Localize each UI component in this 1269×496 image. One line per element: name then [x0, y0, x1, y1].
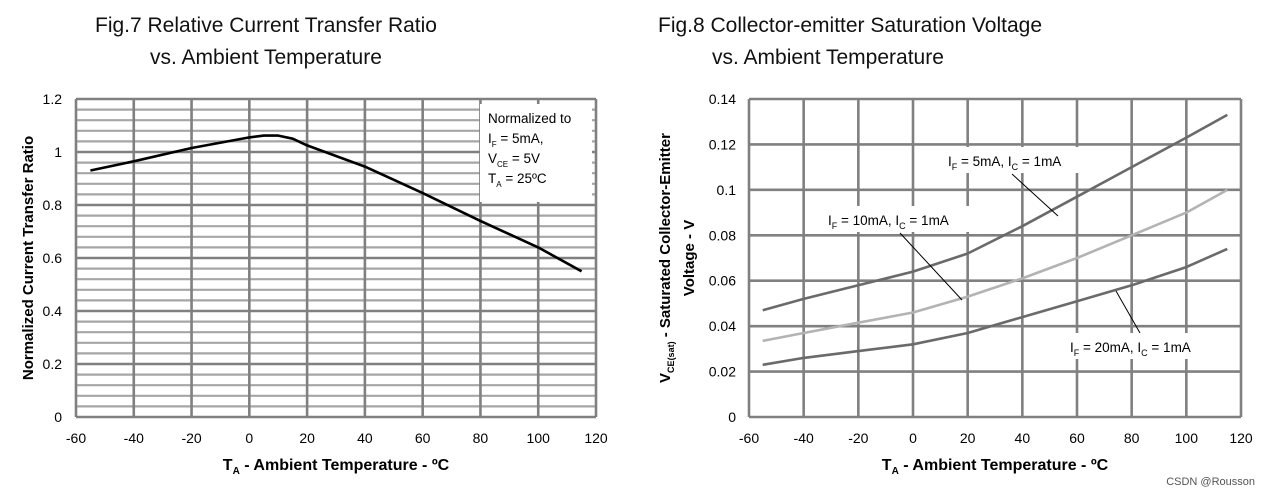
fig8-y-tick-label: 0.04 — [709, 318, 736, 334]
fig8-series-label-0: IF = 5mA, IC = 1mA — [948, 154, 1061, 172]
fig7-y-tick-label: 0.4 — [43, 303, 63, 319]
fig7-y-tick-label: 0 — [54, 409, 62, 425]
fig8-x-tick-label: -40 — [794, 430, 814, 446]
fig7-x-tick-label: 60 — [415, 430, 431, 446]
fig8-x-tick-label: 60 — [1069, 430, 1085, 446]
fig8-series-line-1 — [762, 188, 1228, 343]
fig7-x-tick-label: 100 — [527, 430, 551, 446]
fig8-annotation-leader-1 — [899, 232, 963, 301]
fig8-series-line-0 — [762, 113, 1228, 312]
fig8-y-tick-label: 0 — [728, 409, 736, 425]
fig7-ctr-line — [90, 134, 583, 273]
fig7-legend-text: IF = 5mA, — [488, 131, 544, 149]
fig8-series-label-2: IF = 20mA, IC = 1mA — [1070, 340, 1191, 358]
fig7-x-tick-label: 40 — [357, 430, 373, 446]
fig8-y-tick-label: 0.08 — [709, 227, 736, 243]
fig8-subtitle: vs. Ambient Temperature — [712, 46, 944, 69]
fig7-x-tick-label: 20 — [299, 430, 315, 446]
fig8-annotation-box-2 — [1062, 333, 1222, 359]
fig8-series-label-1: IF = 10mA, IC = 1mA — [828, 213, 949, 231]
fig7-title: Fig.7 Relative Current Transfer Ratio — [95, 14, 437, 37]
fig7-y-tick-label: 0.8 — [43, 197, 63, 213]
fig8-y-tick-label: 0.1 — [717, 182, 737, 198]
fig7-x-axis-label: TA - Ambient Temperature - ºC — [223, 457, 450, 477]
fig8-x-tick-label: -60 — [739, 430, 759, 446]
fig7-legend-box — [480, 104, 592, 202]
fig8-annotation-leader-2 — [1115, 290, 1141, 334]
fig7-subtitle: vs. Ambient Temperature — [150, 46, 382, 69]
fig8-y-axis-label: VCE(sat) - Saturated Collector-Emitter — [657, 133, 676, 383]
fig8-annotation-box-1 — [820, 206, 980, 232]
fig7-legend-text: VCE = 5V — [488, 151, 540, 169]
fig7-y-tick-label: 0.6 — [43, 250, 63, 266]
fig8-y-tick-label: 0.14 — [709, 91, 736, 107]
fig7-x-tick-label: 120 — [584, 430, 608, 446]
fig8-x-tick-label: 80 — [1124, 430, 1140, 446]
fig7-x-tick-label: -20 — [181, 430, 201, 446]
fig8-annotation-box-0 — [940, 147, 1092, 173]
fig8-x-axis-label: TA - Ambient Temperature - ºC — [882, 457, 1109, 477]
fig7-y-tick-label: 1 — [54, 144, 62, 160]
fig7-x-tick-label: -60 — [66, 430, 86, 446]
fig8-x-tick-label: 120 — [1229, 430, 1253, 446]
fig7-y-tick-label: 0.2 — [43, 356, 63, 372]
watermark: CSDN @Rousson — [1166, 476, 1255, 488]
fig8-x-tick-label: -20 — [848, 430, 868, 446]
fig7-y-tick-label: 1.2 — [43, 91, 63, 107]
fig8-x-tick-label: 0 — [909, 430, 917, 446]
fig8-x-tick-label: 40 — [1015, 430, 1031, 446]
fig8-y-axis-label-line2: Voltage - V — [681, 220, 698, 296]
fig8-annotation-leader-0 — [1011, 173, 1059, 217]
fig7-x-tick-label: 80 — [473, 430, 489, 446]
fig7-legend-text: TA = 25ºC — [488, 171, 547, 189]
fig8-y-tick-label: 0.12 — [709, 136, 736, 152]
fig8-y-tick-label: 0.02 — [709, 364, 736, 380]
fig8-series-line-2 — [762, 247, 1228, 367]
fig8-x-tick-label: 100 — [1175, 430, 1199, 446]
fig7-x-tick-label: -40 — [124, 430, 144, 446]
fig7-legend-text: Normalized to — [488, 111, 571, 126]
fig8-y-tick-label: 0.06 — [709, 273, 736, 289]
fig7-y-axis-label: Normalized Current Transfer Ratio — [20, 136, 37, 380]
fig8-title: Fig.8 Collector-emitter Saturation Volta… — [658, 14, 1043, 37]
fig8-x-tick-label: 20 — [960, 430, 976, 446]
fig7-x-tick-label: 0 — [245, 430, 253, 446]
